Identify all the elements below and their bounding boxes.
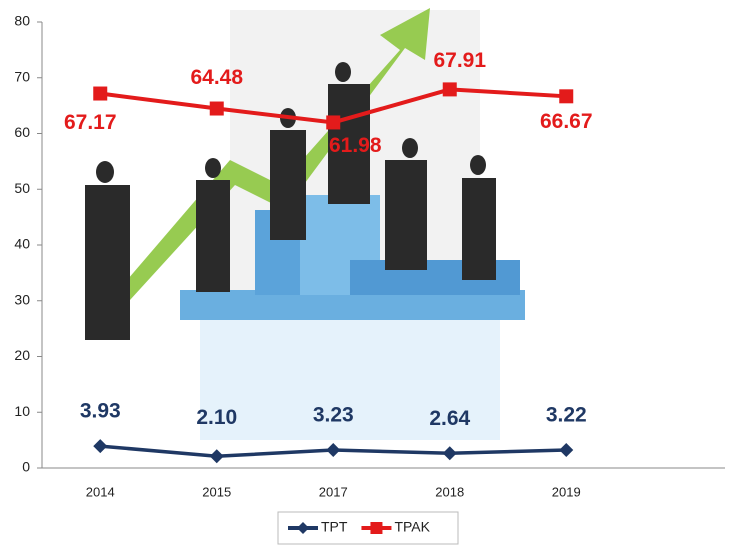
- y-tick-label: 30: [14, 291, 30, 307]
- value-label: 67.17: [64, 111, 117, 134]
- x-tick-label: 2014: [86, 484, 115, 499]
- x-tick-label: 2017: [319, 484, 348, 499]
- y-tick-label: 20: [14, 347, 30, 363]
- x-tick-label: 2015: [202, 484, 231, 499]
- value-label: 61.98: [329, 134, 382, 157]
- value-label: 66.67: [540, 110, 593, 133]
- marker: [93, 439, 107, 453]
- marker: [210, 102, 224, 116]
- x-tick-label: 2018: [435, 484, 464, 499]
- legend-label: TPAK: [394, 519, 430, 535]
- marker: [443, 82, 457, 96]
- y-tick-label: 50: [14, 180, 30, 196]
- y-tick-label: 40: [14, 236, 30, 252]
- marker: [443, 446, 457, 460]
- value-label: 67.91: [433, 49, 486, 72]
- marker: [210, 449, 224, 463]
- background-illustration: [85, 8, 525, 440]
- y-tick-label: 10: [14, 403, 30, 419]
- marker: [559, 443, 573, 457]
- y-tick-label: 0: [22, 459, 30, 475]
- x-tick-label: 2019: [552, 484, 581, 499]
- y-tick-label: 60: [14, 124, 30, 140]
- chart: 0 10 20 30 40 50 60 70 80 2014 2015 2017 2018 2019 3.9…: [0, 0, 735, 547]
- legend-marker: [370, 522, 382, 534]
- value-label: 3.23: [313, 404, 354, 427]
- value-label: 2.10: [196, 406, 237, 429]
- marker: [326, 443, 340, 457]
- value-label: 2.64: [429, 407, 470, 430]
- legend-label: TPT: [321, 519, 348, 535]
- marker: [559, 89, 573, 103]
- y-tick-label: 70: [14, 68, 30, 84]
- marker: [93, 87, 107, 101]
- y-tick-label: 80: [14, 13, 30, 29]
- value-label: 3.93: [80, 400, 121, 423]
- value-label: 64.48: [190, 66, 243, 89]
- value-label: 3.22: [546, 404, 587, 427]
- marker: [326, 115, 340, 129]
